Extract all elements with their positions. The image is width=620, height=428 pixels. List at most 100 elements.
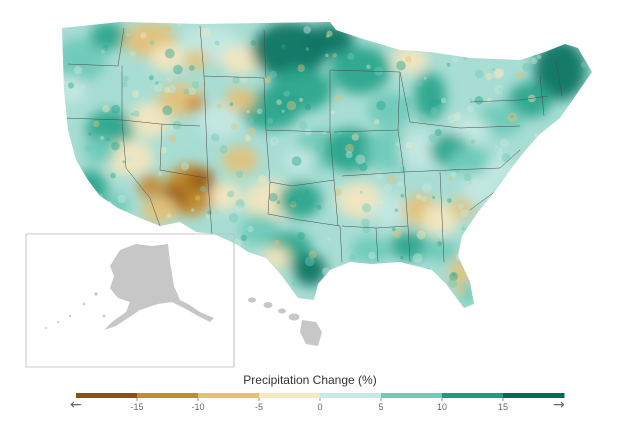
precip-grain	[155, 81, 159, 86]
precip-grain	[158, 171, 163, 176]
legend-swatch	[76, 393, 138, 398]
precip-grain	[588, 115, 592, 120]
right-arrow-icon: →	[553, 397, 565, 413]
precip-grain	[456, 158, 465, 166]
precip-grain	[366, 64, 371, 70]
precip-patch	[398, 132, 442, 168]
precip-grain	[569, 220, 574, 226]
precip-grain	[122, 75, 129, 82]
legend-tick-label: 10	[436, 402, 448, 412]
precip-grain	[584, 209, 591, 216]
precip-grain	[525, 253, 530, 259]
precip-grain	[102, 47, 111, 56]
precip-grain	[119, 67, 124, 72]
precip-grain	[494, 145, 498, 149]
precip-grain	[488, 241, 493, 245]
precip-grain	[458, 203, 464, 210]
precip-patch	[350, 236, 390, 264]
precip-grain	[257, 279, 265, 287]
precip-grain	[111, 141, 120, 151]
precip-patch	[150, 44, 186, 72]
precip-grain	[412, 253, 423, 263]
precip-grain	[264, 76, 272, 84]
precip-grain	[153, 82, 163, 93]
precip-grain	[518, 174, 522, 178]
precip-grain	[418, 113, 428, 123]
precip-grain	[304, 128, 312, 136]
precip-grain	[269, 70, 277, 78]
precip-grain	[351, 133, 359, 141]
precip-grain	[475, 69, 484, 79]
precip-grain	[533, 273, 543, 283]
precip-grain	[111, 104, 121, 114]
precip-grain	[452, 272, 456, 277]
precip-grain	[331, 110, 335, 115]
precip-grain	[75, 257, 85, 267]
precip-grain	[273, 279, 282, 288]
precip-grain	[299, 121, 308, 130]
precip-grain	[80, 85, 86, 90]
precip-grain	[365, 302, 370, 306]
precip-grain	[297, 64, 306, 72]
precip-grain	[305, 47, 310, 51]
precip-grain	[257, 175, 267, 184]
precip-grain	[288, 196, 298, 206]
alaska-landmass	[104, 244, 214, 330]
legend-tick-label: -10	[191, 402, 205, 412]
precip-patch	[462, 176, 498, 204]
precip-grain	[359, 164, 366, 171]
precip-grain	[178, 22, 182, 27]
hawaii-island	[248, 297, 256, 303]
precip-grain	[585, 49, 592, 57]
precip-grain	[440, 97, 447, 104]
precip-grain	[121, 81, 128, 88]
precip-grain	[93, 120, 100, 128]
precip-grain	[142, 115, 151, 124]
precip-grain	[297, 232, 306, 240]
precip-grain	[428, 133, 438, 143]
precip-patch	[278, 182, 322, 218]
precip-patch	[138, 174, 162, 198]
precip-grain	[190, 208, 195, 212]
precip-grain	[232, 238, 242, 249]
precip-grain	[414, 47, 419, 52]
precip-grain	[536, 179, 542, 185]
precip-grain	[286, 100, 297, 111]
precip-grain	[102, 47, 106, 51]
precip-grain	[522, 62, 532, 72]
precip-grain	[87, 31, 92, 35]
precip-grain	[510, 114, 515, 119]
precip-grain	[543, 214, 554, 224]
precip-grain	[106, 201, 113, 207]
precip-grain	[281, 44, 286, 49]
precip-grain	[496, 151, 505, 160]
precip-grain	[62, 295, 68, 305]
precip-grain	[315, 143, 324, 153]
precip-grain	[117, 194, 126, 203]
precip-grain	[164, 48, 175, 59]
precip-grain	[110, 172, 116, 179]
legend-tick-label: -15	[130, 402, 144, 412]
precip-grain	[461, 226, 466, 231]
precip-patch	[186, 168, 214, 192]
precip-grain	[380, 25, 390, 35]
precip-grain	[432, 278, 437, 283]
precip-grain	[396, 268, 407, 278]
precip-grain	[536, 210, 545, 219]
precip-grain	[507, 112, 518, 123]
precip-grain	[463, 25, 468, 30]
precip-patch	[72, 170, 108, 210]
precip-grain	[400, 194, 405, 198]
precip-grain	[456, 44, 464, 53]
precip-grain	[58, 170, 61, 173]
precip-patch	[534, 40, 586, 100]
precip-patch	[306, 24, 354, 56]
precip-grain	[140, 32, 147, 39]
precip-grain	[325, 53, 329, 58]
precip-grain	[142, 238, 149, 245]
precip-grain	[180, 162, 190, 171]
precip-grain	[531, 264, 542, 275]
precip-grain	[435, 99, 442, 106]
precip-grain	[513, 197, 517, 202]
precip-grain	[508, 172, 519, 183]
